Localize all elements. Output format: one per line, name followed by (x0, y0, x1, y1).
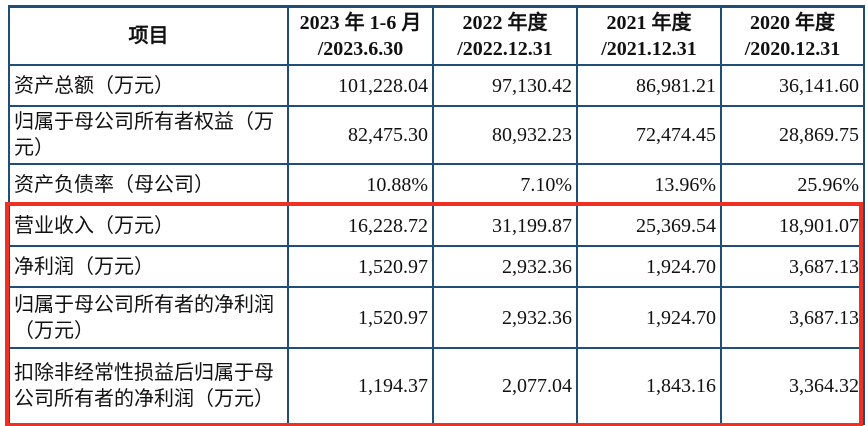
cell-value: 1,924.70 (576, 286, 722, 349)
header-period-line2: /2022.12.31 (457, 38, 553, 60)
header-period-line1: 2021 年度 (606, 12, 692, 34)
cell-value: 13.96% (576, 163, 722, 206)
cell-value: 16,228.72 (287, 204, 434, 247)
row-label: 归属于母公司所有者的净利润（万元） (8, 286, 289, 349)
cell-value: 1,843.16 (576, 347, 722, 425)
cell-value: 1,520.97 (287, 245, 434, 288)
header-period-line2: /2023.6.30 (317, 38, 404, 60)
cell-value: 2,932.36 (432, 245, 578, 288)
cell-value: 31,199.87 (432, 204, 578, 247)
row-label: 净利润（万元） (8, 245, 289, 288)
cell-value: 3,364.32 (720, 347, 865, 425)
cell-value: 101,228.04 (287, 64, 434, 107)
row-label: 资产总额（万元） (8, 64, 289, 107)
table-row-parent-net-profit: 归属于母公司所有者的净利润（万元） 1,520.97 2,932.36 1,92… (8, 286, 865, 349)
financial-summary-table: 项目 2023 年 1-6 月 /2023.6.30 2022 年度 /2022… (8, 5, 865, 425)
row-label: 营业收入（万元） (8, 204, 289, 247)
header-period-2021: 2021 年度 /2021.12.31 (576, 5, 722, 66)
table-header-row: 项目 2023 年 1-6 月 /2023.6.30 2022 年度 /2022… (8, 5, 865, 66)
table-row-revenue: 营业收入（万元） 16,228.72 31,199.87 25,369.54 1… (8, 204, 865, 247)
table-row-deducted-net-profit: 扣除非经常性损益后归属于母公司所有者的净利润（万元） 1,194.37 2,07… (8, 347, 865, 425)
table-row-parent-equity: 归属于母公司所有者权益（万元） 82,475.30 80,932.23 72,4… (8, 105, 865, 165)
table-row-net-profit: 净利润（万元） 1,520.97 2,932.36 1,924.70 3,687… (8, 245, 865, 288)
header-item: 项目 (8, 5, 289, 66)
row-label: 资产负债率（母公司） (8, 163, 289, 206)
row-label: 归属于母公司所有者权益（万元） (8, 105, 289, 165)
cell-value: 1,194.37 (287, 347, 434, 425)
header-period-line1: 2020 年度 (750, 12, 835, 34)
table-row-total-assets: 资产总额（万元） 101,228.04 97,130.42 86,981.21 … (8, 64, 865, 107)
cell-value: 2,932.36 (432, 286, 578, 349)
cell-value: 80,932.23 (432, 105, 578, 165)
cell-value: 82,475.30 (287, 105, 434, 165)
cell-value: 72,474.45 (576, 105, 722, 165)
header-period-line1: 2022 年度 (462, 12, 548, 34)
cell-value: 18,901.07 (720, 204, 865, 247)
cell-value: 86,981.21 (576, 64, 722, 107)
table-row-debt-ratio: 资产负债率（母公司） 10.88% 7.10% 13.96% 25.96% (8, 163, 865, 206)
cell-value: 10.88% (287, 163, 434, 206)
header-period-2020: 2020 年度 /2020.12.31 (720, 5, 865, 66)
header-period-2022: 2022 年度 /2022.12.31 (432, 5, 578, 66)
cell-value: 28,869.75 (720, 105, 865, 165)
cell-value: 2,077.04 (432, 347, 578, 425)
header-period-line2: /2020.12.31 (744, 38, 841, 60)
header-period-line1: 2023 年 1-6 月 (299, 12, 422, 34)
cell-value: 7.10% (432, 163, 578, 206)
cell-value: 25,369.54 (576, 204, 722, 247)
cell-value: 97,130.42 (432, 64, 578, 107)
cell-value: 1,520.97 (287, 286, 434, 349)
cell-value: 36,141.60 (720, 64, 865, 107)
cell-value: 25.96% (720, 163, 865, 206)
cell-value: 1,924.70 (576, 245, 722, 288)
row-label: 扣除非经常性损益后归属于母公司所有者的净利润（万元） (8, 347, 289, 425)
header-period-line2: /2021.12.31 (601, 38, 697, 60)
cell-value: 3,687.13 (720, 286, 865, 349)
cell-value: 3,687.13 (720, 245, 865, 288)
header-period-2023: 2023 年 1-6 月 /2023.6.30 (287, 5, 434, 66)
